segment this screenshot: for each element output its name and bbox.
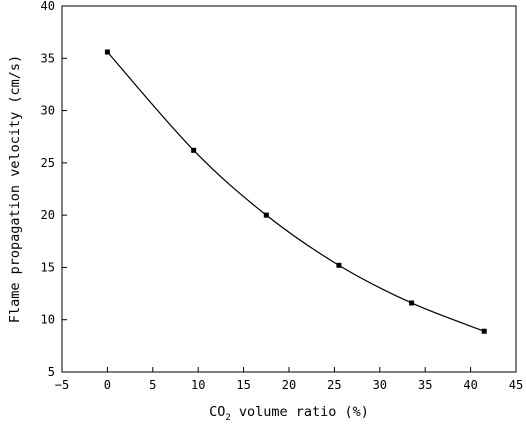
y-tick-label: 30 — [41, 104, 55, 118]
x-tick-label: 5 — [149, 378, 156, 392]
data-point — [263, 212, 269, 218]
data-point — [104, 49, 110, 55]
x-tick-label: 0 — [104, 378, 111, 392]
y-axis-ticks: 5 10 15 20 25 30 35 40 — [41, 0, 67, 379]
x-tick-label: 25 — [327, 378, 341, 392]
x-tick-label: 45 — [509, 378, 523, 392]
y-tick-label: 40 — [41, 0, 55, 13]
y-tick-label: 10 — [41, 313, 55, 327]
x-tick-label: 40 — [463, 378, 477, 392]
data-point — [409, 300, 415, 306]
y-tick-label: 35 — [41, 51, 55, 65]
x-tick-label: 15 — [236, 378, 250, 392]
x-tick-label: −5 — [55, 378, 69, 392]
series-line — [106, 51, 485, 332]
data-point — [336, 262, 342, 268]
data-point — [191, 147, 197, 153]
y-tick-label: 15 — [41, 260, 55, 274]
y-tick-label: 25 — [41, 156, 55, 170]
x-tick-label: 20 — [282, 378, 296, 392]
y-tick-label: 20 — [41, 208, 55, 222]
y-tick-label: 5 — [48, 365, 55, 379]
data-markers — [104, 49, 487, 334]
x-tick-label: 30 — [373, 378, 387, 392]
data-point — [481, 328, 487, 334]
x-tick-label: 10 — [191, 378, 205, 392]
y-axis-label: Flame propagation velocity (cm/s) — [7, 55, 23, 323]
x-tick-label: 35 — [418, 378, 432, 392]
x-axis-label: CO2 volume ratio (%) — [209, 404, 369, 423]
x-axis-ticks: −5 0 5 10 15 20 25 30 35 40 45 — [55, 367, 523, 392]
